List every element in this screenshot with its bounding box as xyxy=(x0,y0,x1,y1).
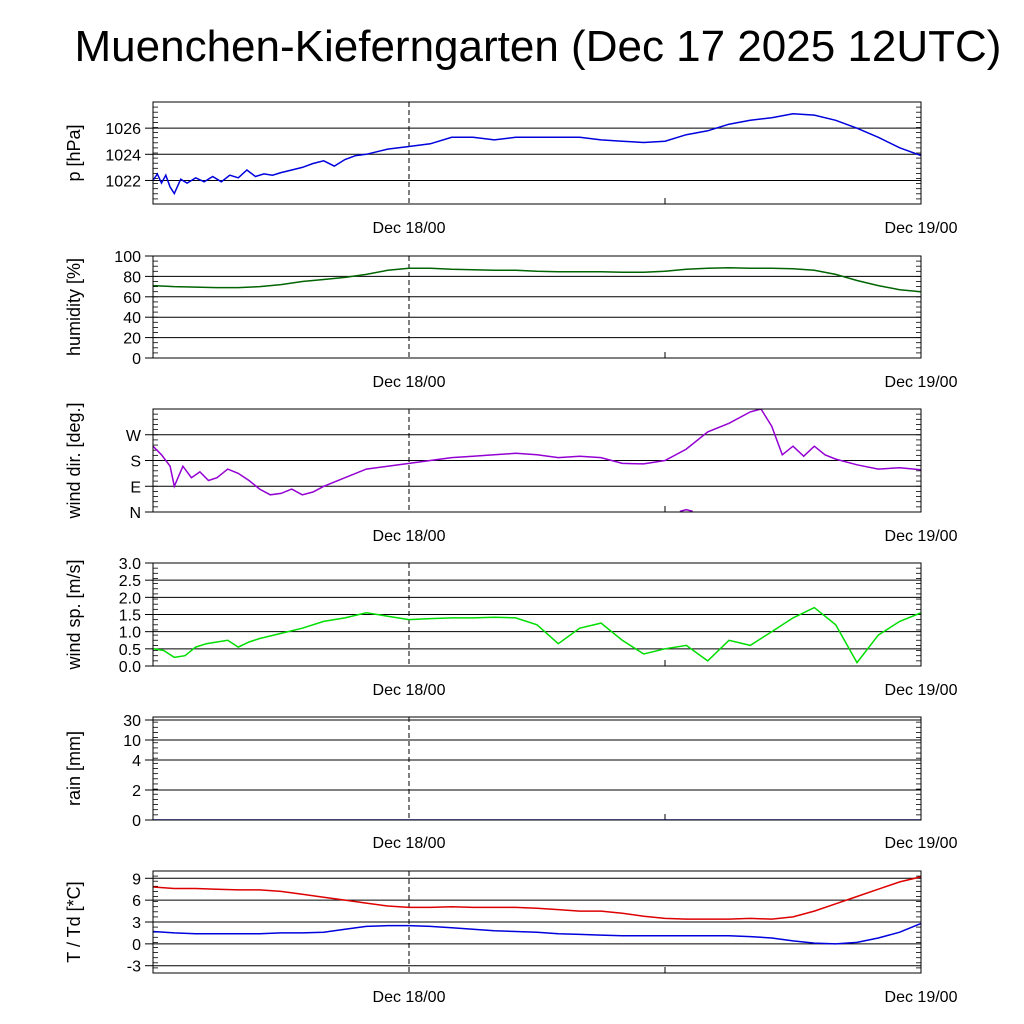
x-tick-label: Dec 18/00 xyxy=(373,835,446,852)
x-tick-label: Dec 18/00 xyxy=(373,374,446,391)
panel-frame-pressure xyxy=(152,101,922,205)
y-axis-label: rain [mm] xyxy=(64,731,84,806)
x-tick-label: Dec 18/00 xyxy=(373,528,446,545)
x-tick-label: Dec 19/00 xyxy=(885,989,958,1006)
x-tick-label: Dec 19/00 xyxy=(885,220,958,237)
y-tick-label: 9 xyxy=(132,871,141,888)
y-tick-label: 1.5 xyxy=(119,608,141,625)
x-tick-label: Dec 18/00 xyxy=(373,989,446,1006)
y-tick-label: 2.5 xyxy=(119,573,141,590)
y-tick-label: 3.0 xyxy=(119,556,141,573)
x-tick-label: Dec 19/00 xyxy=(885,682,958,699)
y-axis-label: p [hPa] xyxy=(64,124,84,181)
y-tick-label: 4 xyxy=(132,753,141,770)
y-tick-label: N xyxy=(129,505,141,522)
y-tick-label: 1022 xyxy=(105,173,141,190)
y-tick-label: 40 xyxy=(123,310,141,327)
panel-pressure: 1022 1024 1026 p [hPa] Dec 18/00 Dec 19/00 xyxy=(64,101,958,237)
y-axis-label: T / Td [*C] xyxy=(64,881,84,962)
chart-title: Muenchen-Kieferngarten (Dec 17 2025 12UT… xyxy=(74,22,1002,71)
y-tick-label: 0 xyxy=(132,937,141,954)
series-line-wind_speed-0 xyxy=(153,606,921,664)
series-line-temperature-t xyxy=(153,876,921,920)
y-tick-label: 0.0 xyxy=(119,659,141,676)
panel-rain: 0 2 4 10 30 rain [mm] Dec 18/00 Dec 19/00 xyxy=(64,713,958,852)
y-tick-label: 0 xyxy=(132,813,141,830)
y-tick-label: 30 xyxy=(123,713,141,730)
y-tick-label: E xyxy=(130,479,141,496)
y-tick-label: 20 xyxy=(123,331,141,348)
series-line-wind_dir-0 xyxy=(153,409,921,496)
y-tick-label: 100 xyxy=(114,249,141,266)
panel-frame-rain xyxy=(152,716,922,821)
y-tick-label: 3 xyxy=(132,915,141,932)
series-line-temperature-td xyxy=(153,922,921,945)
y-tick-label: 0.5 xyxy=(119,642,141,659)
series-line-wind_dir-1 xyxy=(679,508,693,512)
panel-humidity: 0 20 40 60 80 100 humidity [%] Dec 18/00 Dec 19/… xyxy=(64,249,958,391)
x-tick-label: Dec 19/00 xyxy=(885,374,958,391)
y-tick-label: 10 xyxy=(123,733,141,750)
series-line-pressure-0 xyxy=(153,113,921,196)
panel-frame-humidity xyxy=(152,255,922,359)
y-tick-label: -3 xyxy=(127,959,141,976)
y-tick-label: 80 xyxy=(123,269,141,286)
y-tick-label: W xyxy=(126,428,142,445)
y-tick-label: 1024 xyxy=(105,147,141,164)
x-tick-label: Dec 19/00 xyxy=(885,835,958,852)
y-tick-label: 1026 xyxy=(105,121,141,138)
x-tick-label: Dec 18/00 xyxy=(373,682,446,699)
x-tick-label: Dec 19/00 xyxy=(885,528,958,545)
x-tick-label: Dec 18/00 xyxy=(373,220,446,237)
y-tick-label: 1.0 xyxy=(119,625,141,642)
panel-temperature: -3 0 3 6 9 T / Td [*C] Dec 18/00 Dec 19/00 xyxy=(64,870,958,1006)
y-axis-label: wind sp. [m/s] xyxy=(64,559,84,670)
y-tick-label: S xyxy=(130,454,141,471)
y-tick-label: 6 xyxy=(132,893,141,910)
series-line-humidity-0 xyxy=(153,266,921,293)
y-axis-label: humidity [%] xyxy=(64,258,84,356)
y-tick-label: 2.0 xyxy=(119,590,141,607)
panel-wind_speed: 0.00.51.01.52.02.53.0 wind sp. [m/s] Dec 1… xyxy=(64,556,958,699)
y-tick-label: 2 xyxy=(132,783,141,800)
y-tick-label: 60 xyxy=(123,290,141,307)
y-axis-label: wind dir. [deg.] xyxy=(64,402,84,519)
y-tick-label: 0 xyxy=(132,351,141,368)
